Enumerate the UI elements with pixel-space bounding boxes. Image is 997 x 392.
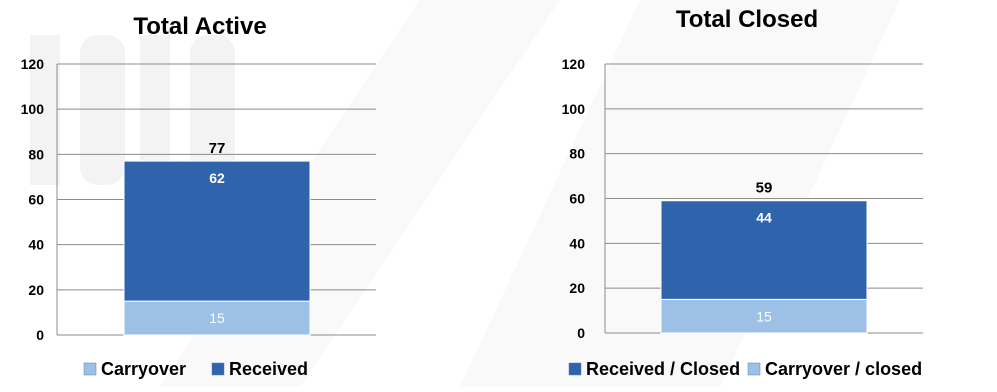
chart-total-active: Total Active 0 20 40 60 80 100 120 15 62 77 Carr… [0, 0, 490, 392]
data-label: 44 [756, 210, 772, 226]
y-tick-label: 120 [562, 56, 586, 72]
chart-total-closed-svg: Total Closed 0 20 40 60 80 100 120 15 44 59 Rece… [562, 6, 923, 379]
chart-title: Total Closed [676, 6, 818, 33]
y-tick-label: 0 [577, 325, 585, 341]
y-tick-label: 120 [21, 56, 45, 72]
y-tick-label: 80 [569, 146, 585, 162]
bar-segment [660, 200, 868, 300]
y-tick-label: 20 [569, 280, 585, 296]
total-label: 77 [209, 140, 226, 157]
y-tick-label: 60 [569, 191, 585, 207]
y-tick-label: 80 [28, 146, 44, 162]
data-label: 15 [756, 308, 772, 324]
chart-total-active-svg: Total Active 0 20 40 60 80 100 120 15 62 77 Carr… [21, 13, 376, 379]
y-tick-label: 100 [21, 101, 45, 117]
y-tick-label: 20 [28, 282, 44, 298]
y-tick-label: 40 [569, 235, 585, 251]
legend-swatch [568, 362, 582, 376]
data-label: 15 [209, 310, 225, 326]
legend-swatch [211, 362, 225, 376]
bar-segment [123, 300, 311, 336]
y-tick-label: 60 [28, 192, 44, 208]
chart-title: Total Active [133, 13, 266, 40]
legend-swatch [83, 362, 97, 376]
legend-label: Carryover / closed [765, 359, 922, 379]
bar-segment [660, 298, 868, 334]
data-label: 62 [209, 170, 225, 186]
legend-label: Received [229, 359, 308, 379]
y-tick-label: 100 [562, 101, 586, 117]
y-tick-label: 40 [28, 237, 44, 253]
y-tick-label: 0 [36, 327, 44, 343]
legend-label: Received / Closed [586, 359, 740, 379]
chart-total-closed: Total Closed 0 20 40 60 80 100 120 15 44 59 Rece… [500, 0, 997, 392]
bar-segment [123, 160, 311, 302]
total-label: 59 [756, 180, 773, 197]
legend-swatch [747, 362, 761, 376]
legend-label: Carryover [101, 359, 186, 379]
